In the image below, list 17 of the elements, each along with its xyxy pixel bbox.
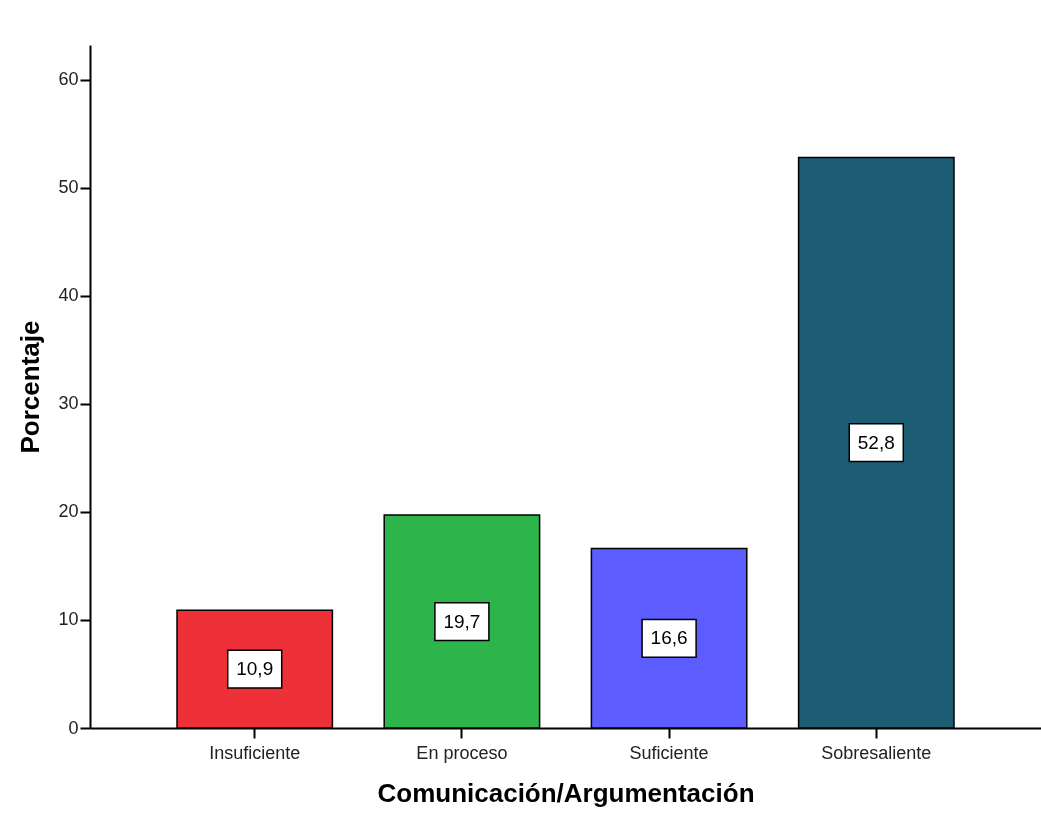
y-tick-label: 40 — [58, 285, 79, 306]
x-tick-label: Sobresaliente — [821, 742, 932, 763]
x-axis-title: Comunicación/Argumentación — [377, 777, 755, 808]
y-tick-label: 30 — [58, 393, 79, 414]
data-label: 52,8 — [857, 431, 895, 453]
data-label: 19,7 — [443, 610, 481, 632]
y-axis-title: Porcentaje — [15, 320, 46, 454]
data-label: 10,9 — [236, 658, 274, 680]
y-tick-label: 20 — [58, 501, 79, 522]
x-tick-label: Insuficiente — [209, 742, 301, 763]
y-tick-label: 0 — [68, 717, 79, 738]
x-tick-label: En proceso — [416, 742, 508, 763]
data-label: 16,6 — [650, 627, 688, 649]
y-tick-label: 50 — [58, 177, 79, 198]
x-tick-label: Suficiente — [629, 742, 709, 763]
y-tick-label: 60 — [58, 69, 79, 90]
y-tick-label: 10 — [58, 609, 79, 630]
